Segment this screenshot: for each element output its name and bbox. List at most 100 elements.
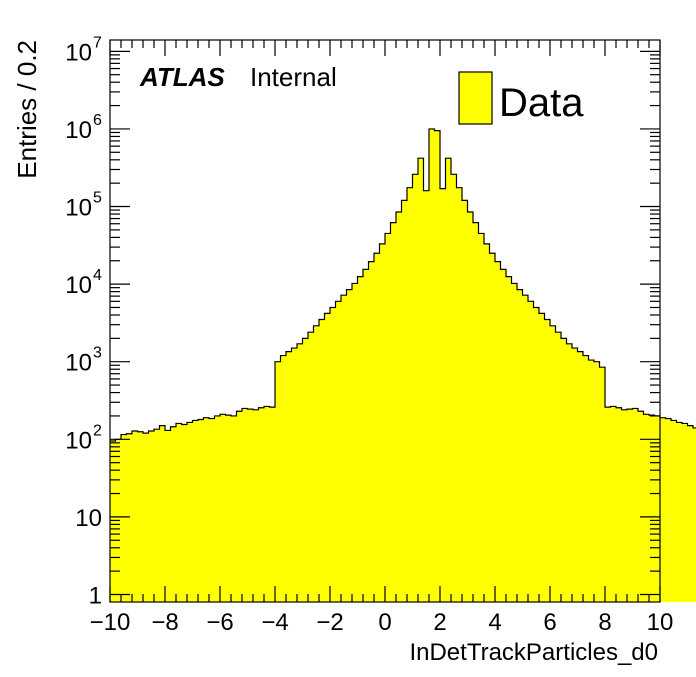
y-tick-label: 10 — [65, 350, 92, 377]
histogram-bin — [374, 253, 381, 602]
histogram-bin — [385, 233, 392, 602]
histogram-bin — [308, 332, 315, 602]
histogram-bin — [473, 222, 480, 602]
histogram-bin — [654, 415, 661, 602]
histogram-bin — [440, 188, 447, 602]
histogram-bin — [577, 351, 584, 602]
histogram-bin — [665, 418, 672, 602]
histogram-bin — [236, 411, 243, 602]
histogram-bin — [484, 243, 491, 603]
histogram-bin — [599, 367, 606, 602]
histogram-bin — [401, 200, 408, 602]
histogram-bin — [693, 427, 696, 602]
x-tick-label: 0 — [378, 609, 391, 636]
atlas-sublabel: Internal — [250, 62, 337, 92]
y-tick-exponent: 3 — [93, 345, 102, 362]
histogram-bin — [203, 417, 210, 602]
histogram-bin — [363, 269, 370, 602]
histogram-bin — [429, 128, 436, 602]
y-tick-label: 1 — [89, 582, 102, 609]
histogram-bins — [110, 128, 696, 603]
histogram-bin — [126, 433, 133, 602]
x-axis-title: InDetTrackParticles_d0 — [409, 639, 658, 666]
histogram-bin — [588, 360, 595, 602]
y-tick-label: 10 — [65, 195, 92, 222]
histogram-bin — [478, 233, 485, 602]
y-tick-base: 10 — [65, 272, 92, 299]
histogram-bin — [247, 409, 254, 602]
histogram-bin — [214, 415, 221, 602]
histogram-bin — [423, 190, 430, 602]
histogram-bin — [231, 415, 238, 602]
histogram-bin — [456, 187, 463, 603]
histogram-bin — [539, 313, 546, 602]
histogram-bin — [176, 423, 183, 602]
histogram-bin — [533, 307, 540, 602]
x-tick-label: −10 — [90, 609, 131, 636]
histogram-bin — [209, 418, 216, 602]
histogram-bin — [671, 420, 678, 602]
histogram-bin — [121, 434, 128, 602]
histogram-bin — [302, 338, 309, 602]
x-tick-label: −6 — [206, 609, 233, 636]
histogram-bin — [517, 289, 524, 602]
histogram-bin — [264, 406, 271, 602]
histogram-bin — [638, 411, 645, 602]
histogram-bin — [687, 425, 694, 602]
histogram-bin — [418, 158, 425, 602]
histogram-bin — [192, 420, 199, 602]
histogram-bin — [627, 409, 634, 602]
histogram-bin — [187, 422, 194, 602]
histogram-bin — [511, 283, 518, 602]
histogram-bin — [412, 174, 419, 603]
histogram-bin — [566, 343, 573, 602]
y-tick-exponent: 5 — [93, 190, 102, 207]
y-tick-base: 10 — [65, 39, 92, 66]
y-tick-exponent: 2 — [93, 422, 102, 439]
histogram-bin — [154, 429, 161, 602]
histogram-bin — [341, 295, 348, 602]
histogram-bin — [610, 406, 617, 602]
x-tick-label: 4 — [488, 609, 501, 636]
histogram-bin — [649, 415, 656, 602]
histogram-bin — [242, 408, 249, 602]
histogram-bin — [286, 351, 293, 602]
histogram-bin — [346, 289, 353, 602]
histogram-bin — [269, 407, 276, 602]
histogram-bin — [506, 276, 513, 602]
y-tick-base: 10 — [65, 117, 92, 144]
x-tick-label: −2 — [316, 609, 343, 636]
histogram-bin — [451, 174, 458, 603]
y-tick-label: 10 — [65, 117, 92, 144]
histogram-bin — [643, 414, 650, 602]
histogram-bin — [335, 301, 342, 602]
histogram-bin — [110, 441, 117, 602]
atlas-label: ATLAS — [139, 62, 225, 92]
histogram-bin — [528, 301, 535, 602]
y-tick-label: 10 — [65, 427, 92, 454]
histogram-bin — [555, 332, 562, 602]
histogram-bin — [291, 348, 298, 602]
y-tick-exponent: 4 — [93, 267, 102, 284]
histogram-bin — [148, 430, 155, 602]
x-axis-ticks: −10 −8 −6 −4 −2 0 2 4 6 8 10 — [90, 40, 673, 636]
histogram-bin — [445, 158, 452, 602]
legend: Data — [458, 71, 584, 125]
histogram-bin — [561, 338, 568, 602]
histogram-bin — [165, 430, 172, 602]
histogram-bin — [275, 361, 282, 602]
histogram-bin — [313, 325, 320, 602]
histogram-bin — [489, 253, 496, 602]
x-tick-label: 2 — [433, 609, 446, 636]
histogram-bin — [495, 261, 502, 602]
histogram-bin — [132, 430, 139, 602]
histogram-bin — [225, 415, 232, 602]
histogram-bin — [434, 130, 441, 602]
histogram-bin — [357, 276, 364, 602]
x-tick-label: 8 — [598, 609, 611, 636]
histogram-bin — [550, 325, 557, 602]
histogram-bin — [544, 319, 551, 602]
histogram-bin — [407, 187, 414, 603]
